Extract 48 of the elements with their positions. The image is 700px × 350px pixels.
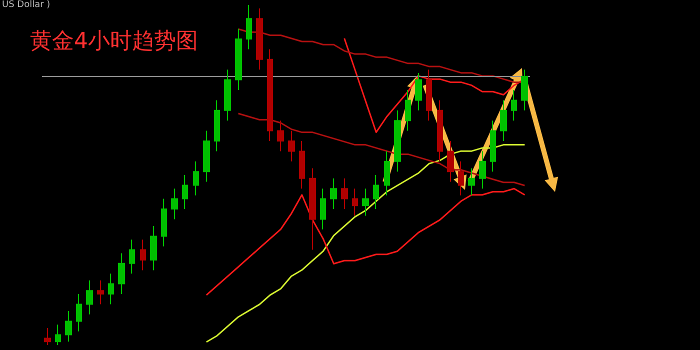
candlestick [320,188,326,230]
candlestick [65,310,72,342]
text: 黄金4小时趋势图 [30,28,198,56]
candlestick [256,8,263,70]
candlestick [246,4,252,50]
candlestick [500,100,507,142]
candlestick [415,72,422,111]
candlestick [214,100,220,152]
candlestick [140,239,146,271]
candlestick [362,188,369,216]
candlestick [490,120,496,172]
candlestick [182,174,188,210]
candlestick [373,174,379,210]
candlestick [76,294,82,332]
candlestick [511,90,517,122]
candlestick [394,110,401,172]
candlestick [224,69,231,122]
candlestick [277,120,284,152]
candlestick [235,28,242,90]
candlestick [352,188,358,216]
candlestick [267,48,273,142]
candlestick [97,280,104,305]
candlestick [479,150,486,190]
candlestick [129,239,135,274]
candlestick [55,324,61,346]
candlestick [193,160,199,196]
candlestick [203,130,210,182]
candlestick [330,178,337,210]
candlestick [44,328,51,346]
candlestick [384,150,390,196]
candlestick [108,273,114,305]
candlestick [288,130,295,162]
candlestick [299,140,305,190]
candlestick [458,160,464,196]
candlestick [118,252,125,294]
candlestick [171,188,178,220]
candlestick [150,226,157,271]
candlestick [426,69,432,122]
candlestick [447,140,454,182]
candlestick [309,168,316,250]
candlestick [86,280,93,315]
candlestick [521,69,528,111]
candlestick [341,178,348,210]
annotation: US Dollar ) [2,0,50,10]
candlestick [405,90,411,132]
candlestick [468,168,475,196]
candlestick [161,198,167,247]
candlestick [437,100,443,162]
